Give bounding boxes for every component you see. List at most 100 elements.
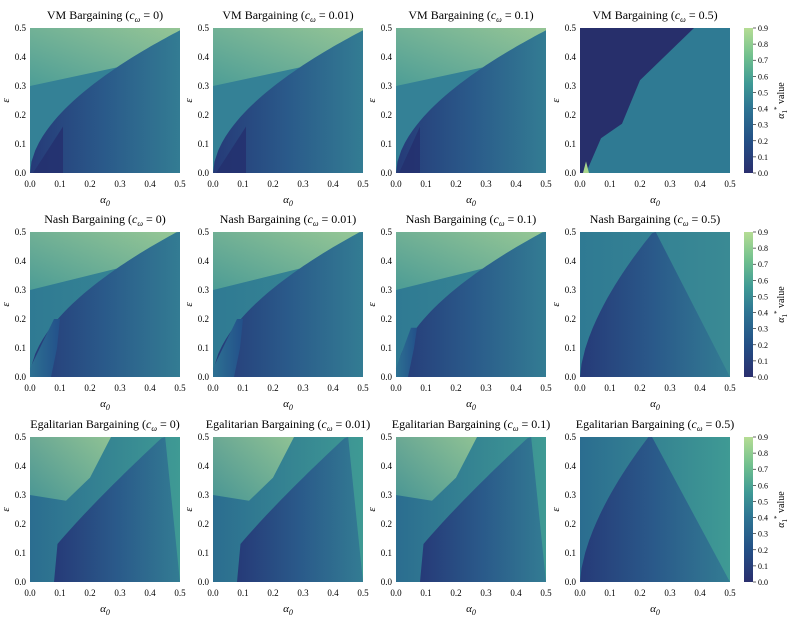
- y-tick-label: 0.4: [565, 52, 577, 62]
- y-tick-label: 0.5: [381, 23, 393, 33]
- heatmap-panel: Egalitarian Bargaining (cω = 0.01) 0.0 0.1…: [183, 417, 370, 617]
- x-tick-label: 0.2: [634, 383, 645, 393]
- y-tick-label: 0.1: [565, 343, 576, 353]
- region-blue-tongue: [30, 319, 60, 377]
- x-tick-label: 0.3: [297, 383, 309, 393]
- panel-title-sub: ω: [310, 15, 316, 24]
- panel-title-c: c: [308, 212, 314, 226]
- colorbar-tick-label: 0.6: [758, 276, 768, 285]
- y-tick-label: 0.0: [198, 372, 210, 382]
- panel-title-sub: ω: [683, 219, 689, 228]
- colorbar-label: α1* value: [773, 286, 789, 323]
- x-tick-label: 0.1: [420, 383, 431, 393]
- y-tick-label: 0.5: [198, 23, 210, 33]
- x-tick-label: 0.1: [420, 588, 431, 598]
- y-tick-label: 0.2: [198, 314, 209, 324]
- x-tick-label: 0.5: [357, 179, 369, 189]
- colorbar-tick-label: 0.4: [758, 309, 768, 318]
- y-tick-label: 0.3: [565, 490, 577, 500]
- x-tick-label: 0.0: [390, 383, 402, 393]
- x-axis-label: α0: [650, 603, 660, 617]
- y-tick-label: 0.3: [15, 285, 27, 295]
- panel-title-end: ): [159, 8, 163, 22]
- x-tick-label: 0.1: [237, 179, 248, 189]
- y-tick-label: 0.0: [15, 372, 27, 382]
- x-tick-label: 0.2: [634, 179, 645, 189]
- x-tick-label: 0.5: [357, 588, 369, 598]
- panel-title-c: c: [146, 417, 152, 431]
- colorbar-tick-label: 0.4: [758, 514, 768, 523]
- panel-title-c: c: [129, 8, 135, 22]
- y-tick-label: 0.4: [381, 52, 393, 62]
- x-tick-label: 0.4: [327, 179, 339, 189]
- x-tick-label: 0.4: [144, 179, 156, 189]
- x-tick-label: 0.1: [54, 383, 65, 393]
- region-lower: [420, 437, 546, 582]
- x-tick-label: 0.2: [267, 383, 278, 393]
- colorbar-gradient: [744, 232, 753, 377]
- y-axis-label: ε: [366, 507, 378, 512]
- colorbar-gradient: [744, 28, 753, 173]
- x-tick-label: 0.4: [510, 179, 522, 189]
- x-tick-label: 0.3: [114, 179, 126, 189]
- y-tick-label: 0.4: [381, 461, 393, 471]
- y-tick-label: 0.0: [565, 577, 577, 587]
- y-tick-label: 0.0: [198, 168, 210, 178]
- y-tick-label: 0.2: [15, 110, 26, 120]
- region-lower: [30, 30, 180, 174]
- y-tick-label: 0.5: [198, 227, 210, 237]
- region-dark-edge: [33, 126, 63, 173]
- heatmap-panel: VM Bargaining (cω = 0.1) 0.0 0.1 0.2 0.3 0.4 0…: [366, 8, 552, 208]
- colorbar-tick-label: 0.1: [758, 562, 768, 571]
- panel-title-text: Nash Bargaining (: [406, 212, 494, 226]
- region-lower: [237, 437, 363, 582]
- x-tick-label: 0.0: [390, 588, 402, 598]
- y-tick-label: 0.0: [381, 577, 393, 587]
- x-tick-label: 0.0: [24, 383, 36, 393]
- heatmap-panel: Nash Bargaining (cω = 0.1) 0.0 0.1 0.2 0.3 0.…: [366, 212, 552, 412]
- y-axis-label: ε: [366, 302, 378, 307]
- x-tick-label: 0.1: [604, 383, 615, 393]
- panel-title: Nash Bargaining (cω = 0): [44, 212, 166, 228]
- y-tick-label: 0.5: [15, 227, 27, 237]
- panel-title-end: ): [352, 212, 356, 226]
- colorbar-tick-label: 0.0: [758, 169, 768, 178]
- colorbar-label: α1* value: [773, 491, 789, 528]
- region-green: [213, 437, 294, 501]
- y-tick-label: 0.0: [565, 168, 577, 178]
- panel-title-end: ): [730, 417, 734, 431]
- x-tick-label: 0.0: [24, 179, 36, 189]
- y-tick-label: 0.4: [198, 461, 210, 471]
- region-green: [396, 28, 546, 86]
- y-tick-label: 0.1: [198, 548, 209, 558]
- colorbar: 0.0 0.1 0.2 0.3 0.4 0.5 0.6 0.7 0.8 0.9 α1* value: [744, 24, 789, 178]
- heatmap-panel: Nash Bargaining (cω = 0.01) 0.0 0.1 0.2 0.3 0…: [183, 212, 369, 412]
- x-tick-label: 0.1: [54, 179, 65, 189]
- panel-title-sub: ω: [496, 15, 502, 24]
- heatmap-panel: VM Bargaining (cω = 0.5) 0.0 0.1 0.2 0.3 0.4 0…: [550, 8, 736, 208]
- colorbar-tick-label: 0.2: [758, 546, 768, 555]
- y-tick-label: 0.5: [565, 227, 577, 237]
- x-tick-label: 0.2: [267, 179, 278, 189]
- colorbar-tick-label: 0.4: [758, 105, 768, 114]
- region-lower: [213, 30, 363, 174]
- y-tick-label: 0.1: [381, 548, 392, 558]
- y-tick-label: 0.4: [15, 52, 27, 62]
- panel-title-value: = 0.1: [502, 8, 530, 22]
- colorbar: 0.0 0.1 0.2 0.3 0.4 0.5 0.6 0.7 0.8 0.9 α1* value: [744, 228, 789, 382]
- panel-title-text: Egalitarian Bargaining (: [206, 417, 322, 431]
- region-green: [396, 437, 477, 501]
- panel-title-value: = 0: [140, 8, 159, 22]
- colorbar-tick-label: 0.9: [758, 433, 768, 442]
- panel-title-end: ): [350, 8, 354, 22]
- panel-title-end: ): [162, 212, 166, 226]
- y-tick-label: 0.3: [565, 285, 577, 295]
- x-tick-label: 0.1: [237, 383, 248, 393]
- x-tick-label: 0.4: [694, 588, 706, 598]
- region-green-sliver: [583, 161, 589, 173]
- x-tick-label: 0.5: [174, 588, 186, 598]
- panel-title-value: = 0.01: [318, 212, 352, 226]
- panel-title-sub: ω: [135, 15, 141, 24]
- panel-title-text: Egalitarian Bargaining (: [30, 417, 146, 431]
- x-tick-label: 0.0: [207, 179, 219, 189]
